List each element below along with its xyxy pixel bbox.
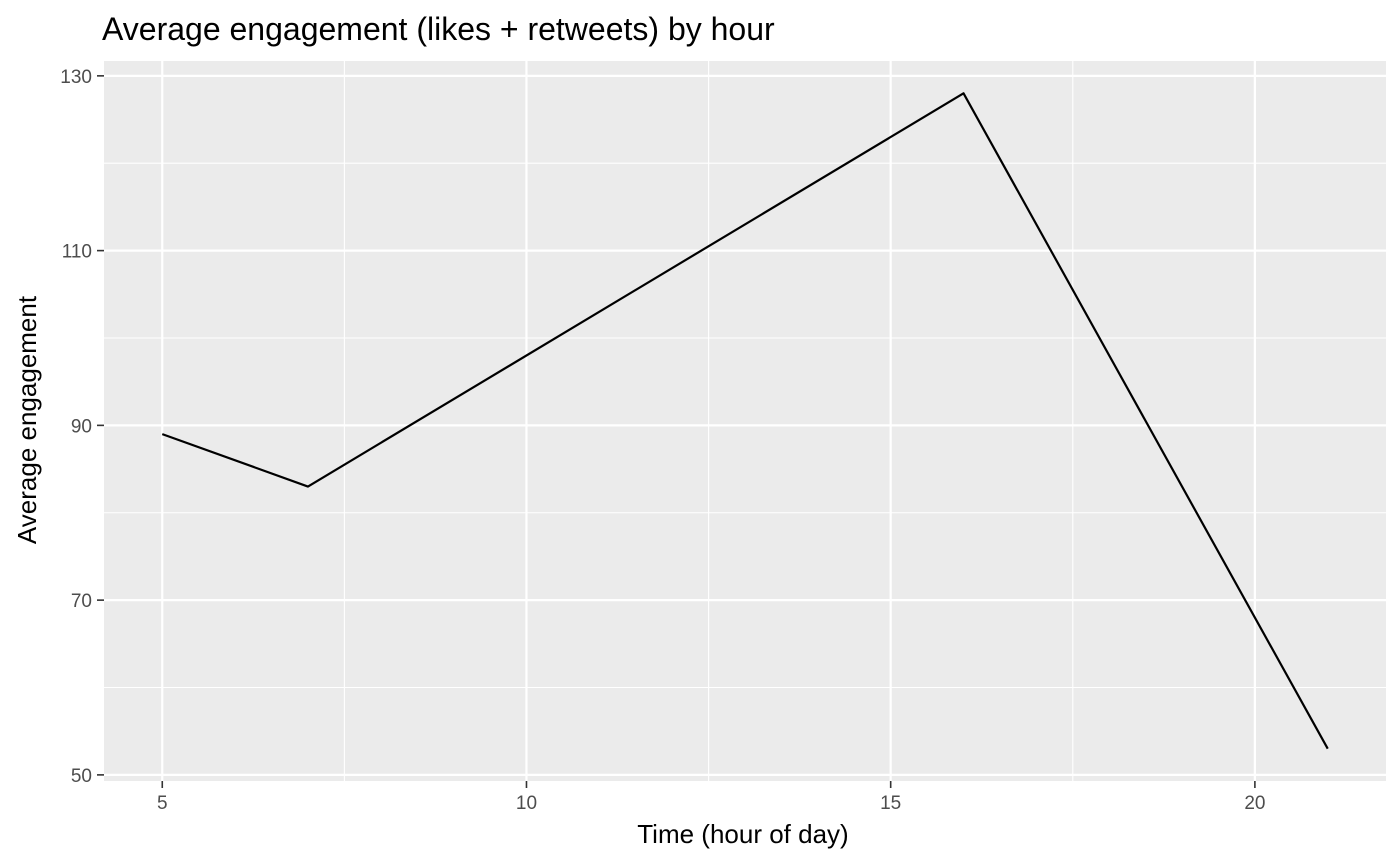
series-line [161, 92, 1329, 750]
major-gridlines [104, 61, 1386, 781]
x-tick-label: 10 [516, 793, 537, 814]
y-tick-label: 50 [71, 766, 92, 787]
y-tick-label: 130 [60, 67, 92, 88]
minor-gridlines [104, 61, 1386, 781]
x-axis: 5 10 15 20 [157, 781, 1265, 814]
y-tick-label: 110 [62, 242, 92, 263]
chart-title: Average engagement (likes + retweets) by… [102, 11, 775, 47]
x-axis-title: Time (hour of day) [637, 819, 848, 849]
x-tick-label: 20 [1244, 793, 1265, 814]
plot-panel [104, 61, 1386, 781]
y-axis-title: Average engagement [12, 295, 42, 544]
y-axis: 50 70 90 110 130 [60, 67, 104, 787]
y-tick-label: 90 [71, 416, 92, 437]
series-layer [161, 92, 1329, 750]
x-tick-label: 5 [157, 793, 168, 814]
x-tick-label: 15 [880, 793, 901, 814]
y-tick-label: 70 [71, 591, 92, 612]
